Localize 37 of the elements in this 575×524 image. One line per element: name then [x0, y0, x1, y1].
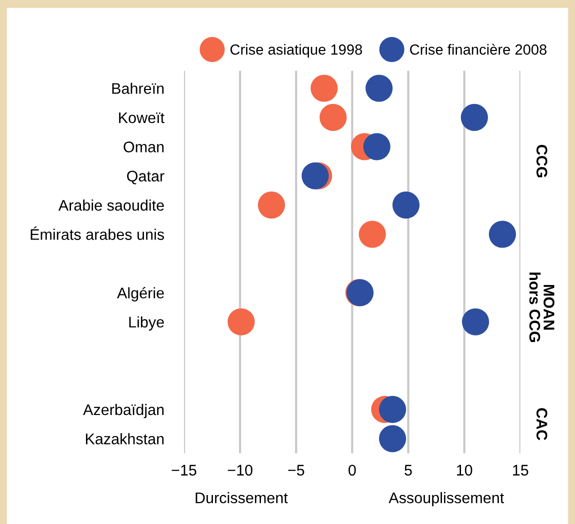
point	[358, 220, 386, 248]
text: CCG	[536, 144, 548, 178]
point	[462, 308, 490, 336]
point	[379, 425, 406, 452]
y-tick-label: Arabie saoudite	[58, 200, 164, 211]
y-tick-label: Libye	[129, 316, 164, 331]
y-tick-label: Kazakhstan	[86, 433, 164, 444]
y-tick-label: Émirats arabes unis	[30, 226, 164, 240]
text: CAC	[536, 408, 548, 440]
point	[258, 192, 285, 219]
y-tick-label: Oman	[124, 142, 164, 152]
y-tick-label: Algérie	[117, 287, 164, 302]
text: Durcissement	[196, 492, 288, 504]
point	[310, 74, 338, 102]
point	[488, 220, 516, 248]
y-tick-label: Azerbaïdjan	[83, 404, 164, 418]
y-tick-label: Koweït	[119, 112, 164, 124]
x-tick-label: 5	[404, 464, 412, 476]
x-tick-label: 15	[513, 464, 528, 476]
x-tick-label: −5	[288, 464, 304, 476]
text: MOAN hors CCG	[529, 272, 554, 342]
legend-label: Crise asiatique 1998	[230, 44, 362, 58]
x-tick-label: −15	[172, 464, 196, 476]
point	[363, 133, 390, 160]
x-tick-label: 10	[456, 464, 472, 476]
y-tick-label: Bahreïn	[112, 82, 164, 94]
point	[392, 192, 420, 219]
legend-label: Crise financière 2008	[410, 44, 546, 55]
x-tick-label: 0	[348, 464, 356, 476]
point	[379, 396, 406, 423]
y-tick-label: Qatar	[127, 170, 164, 184]
point	[320, 104, 347, 131]
point	[228, 308, 255, 336]
point	[366, 74, 393, 102]
x-tick-label: −10	[228, 464, 252, 476]
text: Assouplissement	[388, 492, 504, 506]
point	[460, 104, 488, 131]
